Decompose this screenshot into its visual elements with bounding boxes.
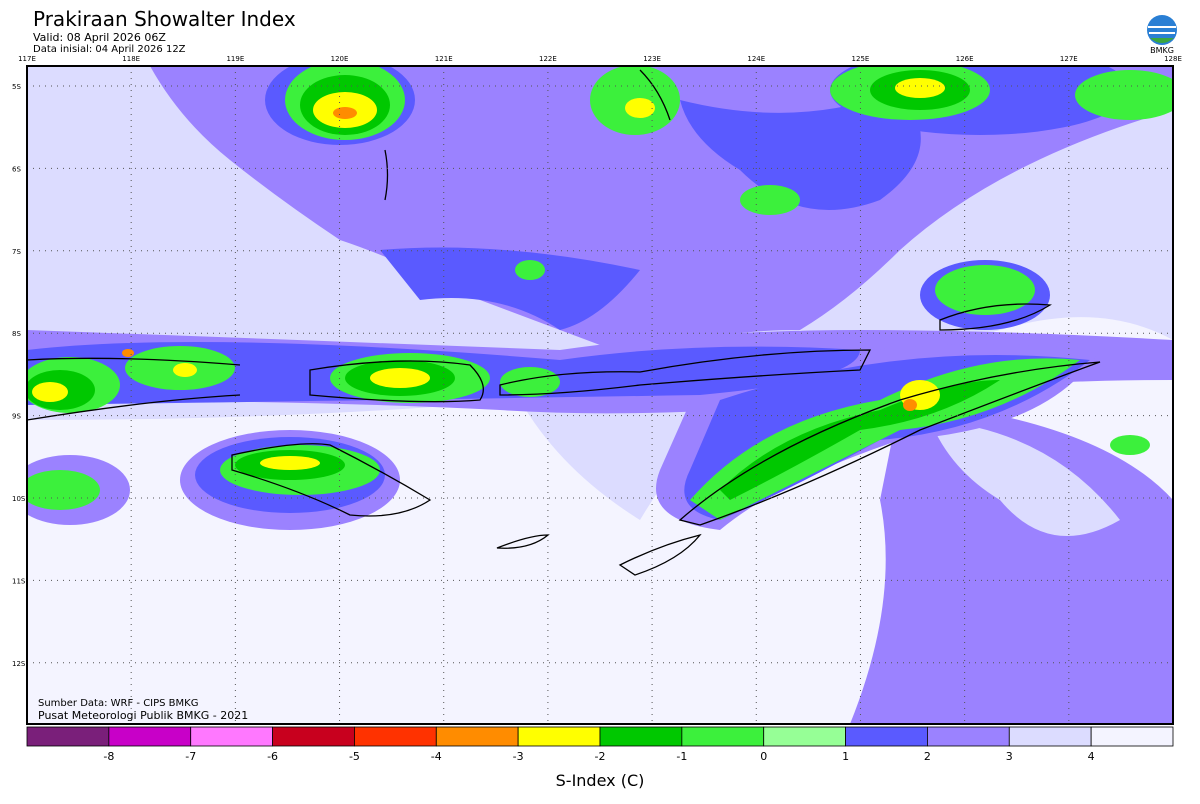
lon-label: 123E <box>643 55 661 63</box>
colorbar-tick-label: 1 <box>842 750 849 763</box>
colorbar-tick-label: 4 <box>1088 750 1095 763</box>
colorbar-box <box>354 726 437 747</box>
initial-time: Data inisial: 04 April 2026 12Z <box>33 44 186 55</box>
colorbar-box <box>845 726 928 747</box>
colorbar-box <box>435 726 519 747</box>
colorbar-box <box>517 726 601 747</box>
colorbar-tick-label: -4 <box>431 750 442 763</box>
title: Prakiraan Showalter Index <box>33 7 296 31</box>
colorbar-box <box>190 726 273 747</box>
colorbar-tick-label: 2 <box>924 750 931 763</box>
lon-label: 117E <box>18 55 36 63</box>
colorbar-tick-label: -6 <box>267 750 278 763</box>
colorbar-box <box>927 726 1010 747</box>
lat-label: 6S <box>12 165 21 173</box>
lat-label: 9S <box>12 413 21 421</box>
lon-label: 118E <box>122 55 140 63</box>
colorbar-tick-label: -5 <box>349 750 360 763</box>
lon-label: 122E <box>539 55 557 63</box>
lon-label: 126E <box>956 55 974 63</box>
colorbar-tick-label: -7 <box>185 750 196 763</box>
lon-label: 119E <box>226 55 244 63</box>
lat-label: 11S <box>12 577 26 585</box>
colorbar-box <box>681 726 765 747</box>
lon-label: 121E <box>435 55 453 63</box>
source: Sumber Data: WRF - CIPS BMKG <box>38 698 198 709</box>
lon-label: 128E <box>1164 55 1182 63</box>
field <box>27 66 1173 724</box>
lat-label: 5S <box>12 83 21 91</box>
map-frame <box>26 65 1174 725</box>
colorbar: -8 -7 -6 -5 -4 -3 -2 -1 0 1 2 3 4 <box>26 726 1174 763</box>
colorbar-box <box>272 726 355 747</box>
colorbar-box <box>763 726 846 747</box>
colorbar-tick-label: 0 <box>760 750 767 763</box>
lon-label: 120E <box>331 55 349 63</box>
colorbar-tick-label: -3 <box>513 750 524 763</box>
colorbar-label: S-Index (C) <box>556 771 645 790</box>
colorbar-tick-label: -1 <box>676 750 687 763</box>
lat-label: 10S <box>12 495 26 503</box>
colorbar-tick-label: -2 <box>595 750 606 763</box>
logo: BMKG <box>1147 15 1177 55</box>
colorbar-box <box>1090 726 1174 747</box>
grid <box>27 66 1173 724</box>
colorbar-box <box>599 726 683 747</box>
colorbar-box <box>1008 726 1092 747</box>
lon-label: 125E <box>852 55 870 63</box>
colorbar-tick-label: 3 <box>1006 750 1013 763</box>
logo-text: BMKG <box>1150 46 1174 55</box>
lon-label: 127E <box>1060 55 1078 63</box>
lat-label: 7S <box>12 248 21 256</box>
lat-label: 12S <box>12 660 26 668</box>
lon-label: 124E <box>747 55 765 63</box>
valid-time: Valid: 08 April 2026 06Z <box>33 31 166 44</box>
colorbar-box <box>108 726 192 747</box>
colorbar-box <box>26 726 110 747</box>
colorbar-tick-label: -8 <box>103 750 114 763</box>
lat-label: 8S <box>12 330 21 338</box>
credit: Pusat Meteorologi Publik BMKG - 2021 <box>38 709 248 722</box>
